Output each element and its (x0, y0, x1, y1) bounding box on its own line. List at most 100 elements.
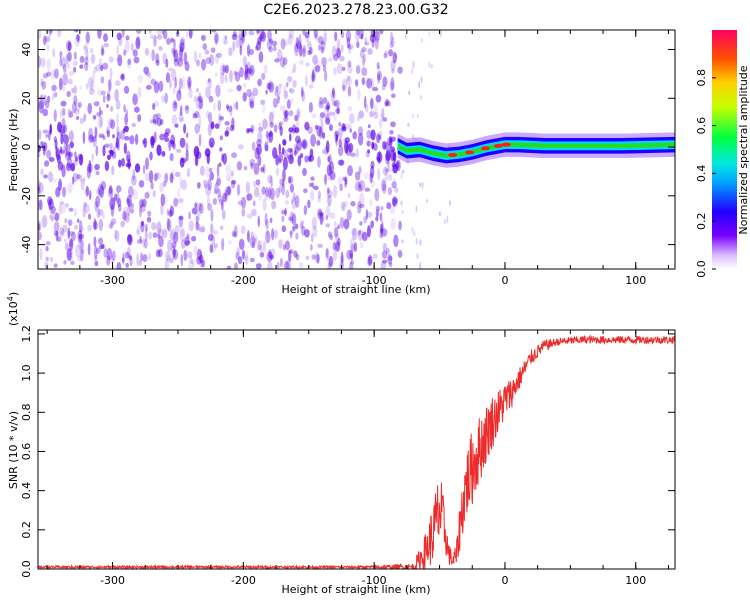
noise-blob (199, 251, 203, 265)
noise-blob (217, 173, 220, 185)
noise-blob (171, 169, 175, 180)
noise-blob (246, 68, 253, 74)
noise-blob (248, 98, 254, 107)
noise-blob (199, 99, 204, 110)
noise-blob (158, 248, 163, 258)
noise-blob (324, 146, 329, 156)
noise-blob (323, 109, 330, 120)
noise-blob (123, 104, 126, 113)
noise-blob (279, 178, 285, 186)
noise-blob (139, 235, 142, 243)
noise-blob (318, 101, 324, 109)
noise-blob (310, 113, 317, 118)
noise-blob (77, 229, 83, 243)
noise-blob (38, 55, 41, 68)
noise-blob (325, 223, 330, 228)
noise-blob (185, 105, 190, 115)
noise-blob (65, 162, 72, 172)
noise-blob (205, 86, 211, 99)
noise-blob (153, 131, 157, 144)
noise-blob (373, 142, 378, 151)
noise-blob (91, 152, 95, 163)
noise-blob (340, 251, 344, 264)
x-tick-label: 0 (501, 274, 508, 287)
noise-blob (92, 135, 97, 148)
noise-blob (226, 173, 232, 182)
noise-blob (50, 197, 54, 209)
noise-blob (104, 143, 110, 148)
noise-blob (277, 92, 281, 101)
noise-blob (332, 184, 338, 198)
noise-blob (87, 163, 93, 174)
noise-blob (385, 149, 391, 162)
noise-blob (268, 81, 275, 93)
noise-blob (129, 255, 133, 267)
noise-blob (73, 207, 78, 217)
noise-blob (329, 124, 333, 132)
noise-blob (375, 209, 380, 217)
noise-blob (335, 233, 340, 243)
noise-blob (79, 64, 84, 69)
noise-blob (168, 230, 175, 242)
noise-blob (278, 121, 284, 126)
noise-blob (273, 45, 277, 52)
noise-blob (156, 144, 162, 156)
noise-blob (206, 78, 209, 86)
noise-blob (153, 34, 157, 47)
noise-blob (285, 189, 290, 199)
noise-blob (238, 33, 245, 41)
noise-blob (102, 145, 106, 157)
noise-blob (361, 55, 366, 67)
noise-blob (233, 225, 238, 238)
noise-blob (358, 166, 362, 175)
noise-blob (282, 57, 288, 66)
noise-blob (370, 97, 374, 110)
noise-blob (278, 185, 283, 194)
noise-blob (101, 46, 105, 55)
noise-blob (109, 67, 113, 81)
noise-blob (75, 244, 81, 258)
noise-blob (358, 180, 365, 192)
noise-blob (183, 51, 188, 65)
noise-blob (162, 30, 168, 40)
noise-blob (258, 51, 264, 63)
noise-blob (93, 236, 97, 248)
noise-blob (397, 250, 403, 258)
noise-blob (346, 37, 351, 49)
noise-blob (200, 224, 206, 233)
noise-blob (310, 233, 314, 243)
noise-blob (95, 64, 102, 72)
noise-blob (241, 249, 245, 260)
noise-blob (62, 107, 66, 117)
noise-blob (219, 147, 223, 152)
noise-blob (367, 256, 372, 267)
noise-blob (100, 90, 106, 96)
noise-speck (408, 90, 411, 96)
noise-blob (164, 136, 170, 143)
noise-blob (314, 65, 321, 73)
noise-blob (226, 104, 230, 110)
noise-blob (122, 128, 126, 134)
noise-blob (327, 57, 333, 63)
noise-blob (322, 149, 325, 155)
noise-blob (161, 95, 166, 103)
noise-blob (59, 56, 63, 67)
noise-blob (367, 226, 371, 238)
noise-blob (110, 105, 114, 112)
noise-speck (413, 230, 416, 237)
noise-blob (390, 59, 396, 71)
noise-blob (357, 132, 364, 146)
noise-blob (280, 209, 287, 215)
noise-blob (202, 43, 208, 51)
noise-blob (144, 228, 148, 242)
noise-blob (173, 101, 178, 109)
noise-blob (311, 69, 315, 82)
noise-blob (260, 166, 265, 173)
noise-blob (92, 115, 97, 120)
track-peak (465, 150, 475, 155)
noise-blob (242, 55, 248, 68)
noise-blob (269, 254, 274, 260)
noise-speck (407, 122, 410, 127)
noise-blob (73, 85, 77, 95)
noise-blob (281, 147, 285, 155)
